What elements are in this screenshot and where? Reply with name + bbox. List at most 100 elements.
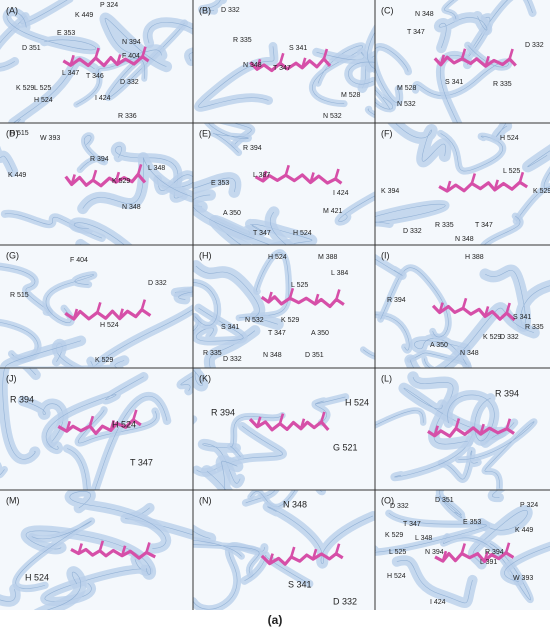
- ligand: [57, 418, 142, 436]
- residue-label: T 347: [475, 222, 493, 229]
- panel-label: (I): [381, 250, 390, 260]
- protein-art: [193, 0, 375, 123]
- residue-label: T 347: [268, 330, 286, 337]
- residue-label: R 394: [387, 297, 406, 304]
- residue-label: L 348: [415, 535, 432, 542]
- residue-label: H 388: [465, 254, 484, 261]
- residue-label: D 332: [525, 42, 544, 49]
- ribbon-edge: [516, 172, 550, 222]
- residue-label: R 515: [10, 292, 29, 299]
- ligand-branch: [141, 46, 147, 58]
- residue-label: T 347: [403, 521, 421, 528]
- residue-label: H 524: [268, 254, 287, 261]
- residue-label: T 347: [130, 457, 153, 467]
- residue-label: L 384: [331, 270, 348, 277]
- residue-label: K 529: [385, 532, 403, 539]
- caption: (a): [268, 613, 283, 627]
- ligand-branch: [300, 57, 307, 69]
- ligand: [431, 304, 516, 322]
- ribbon-edge: [439, 55, 469, 123]
- residue-label: N 348: [122, 204, 141, 211]
- panel: (K) R 394 H 524 G 521: [193, 368, 375, 490]
- ligand-branch: [70, 174, 76, 185]
- ligand: [248, 418, 330, 432]
- ribbon-edge: [414, 338, 467, 365]
- ligand-branch: [433, 425, 439, 437]
- panel-label: (M): [6, 495, 20, 505]
- ribbon-edge: [46, 571, 82, 610]
- ligand: [260, 552, 344, 566]
- ribbon-edge: [440, 133, 503, 172]
- ligand-branch: [313, 293, 320, 305]
- protein-art: [0, 0, 193, 123]
- ribbon-edge: [147, 21, 193, 62]
- panel-bg: [0, 245, 193, 368]
- residue-label: D 332: [221, 7, 240, 14]
- ligand-branch: [109, 420, 116, 431]
- residue-label: D 351: [22, 45, 41, 52]
- residue-label: A 350: [430, 342, 448, 349]
- ligand-branch: [72, 308, 79, 320]
- residue-label: L 387: [253, 172, 270, 179]
- residue-label: H 524: [25, 572, 49, 582]
- residue-label: A 350: [311, 330, 329, 337]
- panel-label: (O): [381, 495, 394, 505]
- residue-label: K 529: [533, 188, 550, 195]
- ligand-branch: [320, 411, 326, 423]
- ribbon-edge: [25, 530, 151, 575]
- residue-label: D 351: [305, 352, 324, 359]
- residue-label: K 449: [75, 12, 93, 19]
- residue-label: N 532: [245, 317, 264, 324]
- ligand-branch: [518, 171, 525, 183]
- residue-label: D 332: [403, 228, 422, 235]
- ligand-branch: [256, 416, 262, 428]
- ribbon-edge: [78, 409, 157, 444]
- residue-label: N 348: [263, 352, 282, 359]
- ribbon-edge: [504, 546, 550, 582]
- ribbon-edge: [395, 123, 446, 162]
- ligand-branch: [284, 164, 290, 176]
- ligand-branch: [132, 409, 138, 421]
- ribbon-edge: [79, 135, 106, 170]
- residue-label: I 424: [95, 95, 111, 102]
- residue-label: M 421: [323, 208, 343, 215]
- residue-label: L 348: [148, 165, 165, 172]
- ribbon-edge: [69, 491, 167, 549]
- panel: (F) H 524 L 525 K 394 K 529 R 335 T 347 D 332 N …: [375, 123, 550, 245]
- ribbon-edge: [267, 506, 374, 564]
- ligand-branch: [493, 179, 499, 191]
- residue-label: H 524: [387, 573, 406, 580]
- residue-label: T 346: [86, 73, 104, 80]
- protein-art: [375, 245, 550, 368]
- residue-label: M 528: [397, 85, 417, 92]
- ribbon-edge: [485, 269, 550, 327]
- residue-label: T 347: [273, 65, 291, 72]
- ligand-branch: [88, 415, 95, 427]
- ligand-branch: [311, 548, 318, 560]
- ribbon-edge: [198, 46, 275, 108]
- residue-label: P 324: [520, 502, 538, 509]
- residue-label: G 521: [333, 442, 358, 452]
- residue-label: F 404: [122, 53, 140, 60]
- residue-label: R 394: [243, 145, 262, 152]
- ligand-branch: [483, 306, 490, 317]
- residue-label: I 424: [430, 599, 446, 606]
- residue-label: I 424: [333, 190, 349, 197]
- residue-label: P 324: [100, 2, 118, 9]
- ribbon-edge: [4, 340, 125, 368]
- residue-label: L 525: [291, 282, 308, 289]
- residue-label: M 388: [318, 254, 338, 261]
- residue-label: R 336: [118, 113, 137, 120]
- ligand-branch: [505, 418, 512, 430]
- panel: (N) N 348 S 341 D 332: [193, 490, 375, 610]
- ribbon-edge: [193, 177, 236, 208]
- residue-label: K 394: [381, 188, 399, 195]
- ribbon-edge: [484, 215, 521, 245]
- panel-label: (F): [381, 128, 393, 138]
- panel: (E) R 394 L 387 E 353 A 350 T 347 M 421 I 424 H …: [193, 123, 375, 245]
- ligand-branch: [461, 297, 468, 309]
- ribbon-edge: [45, 274, 95, 323]
- ribbon-edge: [492, 490, 500, 498]
- ribbon-edge: [250, 490, 296, 508]
- protein-art: [0, 490, 193, 610]
